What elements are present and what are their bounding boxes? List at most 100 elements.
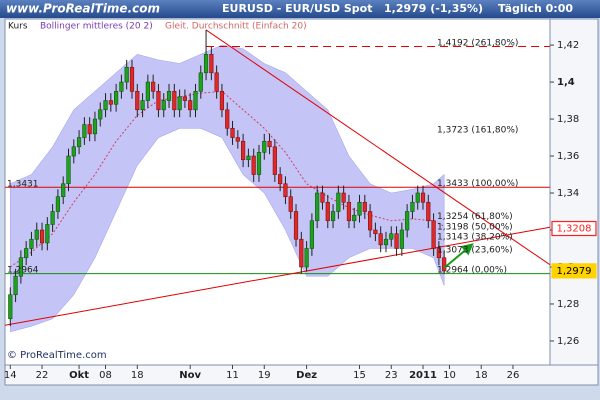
candle-body — [246, 155, 251, 161]
candle-body — [288, 196, 293, 212]
price-box — [551, 263, 597, 279]
y-tick-label: 1,36 — [557, 151, 579, 162]
candle-body — [383, 238, 389, 246]
candle-body — [267, 140, 272, 148]
candle-body — [214, 72, 219, 92]
candle-body — [394, 233, 399, 249]
candle-body — [198, 72, 203, 92]
x-tick-label: 18 — [131, 370, 144, 381]
candle-body — [399, 229, 404, 249]
candle-body — [151, 81, 156, 92]
candle-body — [219, 91, 225, 111]
candle-body — [92, 118, 98, 135]
candle-body — [346, 201, 352, 222]
candle-body — [161, 100, 166, 111]
candle-body — [225, 109, 230, 129]
candle-body — [203, 54, 209, 74]
candle-body — [140, 100, 145, 111]
candle-body — [61, 183, 66, 198]
price-box — [551, 220, 597, 237]
x-tick-label: 18 — [475, 370, 488, 381]
candle-body — [256, 152, 262, 175]
candle-body — [55, 196, 61, 212]
site: www.ProRealTime.com — [6, 2, 160, 16]
annotation: 1,3254 (61,80%) — [437, 212, 513, 222]
candle-body — [352, 214, 357, 222]
candle-body — [129, 66, 135, 92]
legend-entry: Gleit. Durchschnitt (Einfach 20) — [165, 22, 307, 32]
candle-body — [209, 54, 214, 74]
x-tick-label: 23 — [385, 370, 398, 381]
candle-body — [119, 81, 124, 92]
candle-body — [230, 127, 235, 138]
candle-body — [299, 238, 304, 268]
header-bar — [0, 0, 600, 18]
price-box-label: 1,3208 — [557, 224, 592, 235]
candle-body — [124, 66, 129, 83]
candle-body — [283, 183, 288, 198]
y-axis-area — [549, 18, 599, 366]
candle-body — [389, 233, 394, 240]
x-tick-label: 15 — [353, 370, 366, 381]
arrow — [443, 243, 474, 269]
candle-body — [410, 201, 415, 212]
candle-body — [442, 257, 447, 272]
last-price: 1,2979 (-1,35%) — [384, 2, 483, 15]
candle-body — [309, 220, 314, 249]
candle-body — [426, 201, 431, 222]
candle-body — [193, 91, 198, 111]
candle-body — [293, 211, 299, 240]
candle-body — [145, 81, 150, 101]
candle-body — [45, 224, 50, 244]
candle-body — [188, 100, 193, 111]
annotation: 1,3431 — [7, 179, 39, 189]
candle-body — [34, 229, 39, 240]
x-tick-label: Dez — [296, 370, 317, 381]
candle-body — [98, 109, 103, 120]
y-tick-label: 1,28 — [557, 299, 579, 310]
candle-body — [135, 91, 140, 111]
annotation: 1,2964 (0,00%) — [437, 266, 507, 276]
annotation: 1,3143 (38,20%) — [437, 233, 513, 243]
candle-body — [420, 192, 426, 203]
candle-body — [82, 124, 87, 138]
price-box-label: 1,2979 — [557, 266, 592, 277]
candle-body — [341, 192, 346, 203]
candle-body — [315, 192, 320, 222]
candle-body — [182, 96, 188, 101]
x-tick-label: 11 — [226, 370, 239, 381]
candle-body — [320, 192, 325, 203]
candle-body — [172, 91, 177, 111]
candle-body — [362, 201, 367, 212]
candle-body — [71, 146, 76, 157]
y-tick-label: 1,4 — [557, 77, 575, 88]
annotation: 1,3723 (161,80%) — [437, 125, 518, 135]
trendline — [205, 29, 550, 266]
candle-body — [24, 248, 29, 259]
candle-body — [103, 100, 108, 111]
candle-body — [325, 201, 330, 222]
x-tick-label: Nov — [179, 370, 201, 381]
trendline — [5, 226, 550, 326]
x-tick-label: 2011 — [409, 370, 437, 381]
y-tick-label: 1,38 — [557, 114, 579, 125]
candle-body — [262, 140, 267, 153]
period: Täglich 0:00 — [498, 2, 573, 15]
x-tick-label: 26 — [507, 370, 520, 381]
annotation: 1,4192 (261,80%) — [437, 39, 518, 49]
candle-body — [436, 248, 441, 259]
candle-body — [357, 201, 362, 216]
title: EURUSD - EUR/USD Spot — [222, 2, 373, 15]
x-tick-label: 22 — [36, 370, 49, 381]
candle-body — [114, 91, 119, 105]
candle-body — [272, 146, 277, 175]
candle-body — [336, 192, 341, 212]
candle-body — [235, 137, 240, 142]
candle-body — [415, 192, 420, 203]
x-tick-label: 10 — [443, 370, 456, 381]
x-tick-label: 19 — [258, 370, 271, 381]
moving-average — [10, 90, 445, 268]
x-tick-label: 08 — [99, 370, 112, 381]
y-tick-label: 1,26 — [557, 336, 579, 347]
